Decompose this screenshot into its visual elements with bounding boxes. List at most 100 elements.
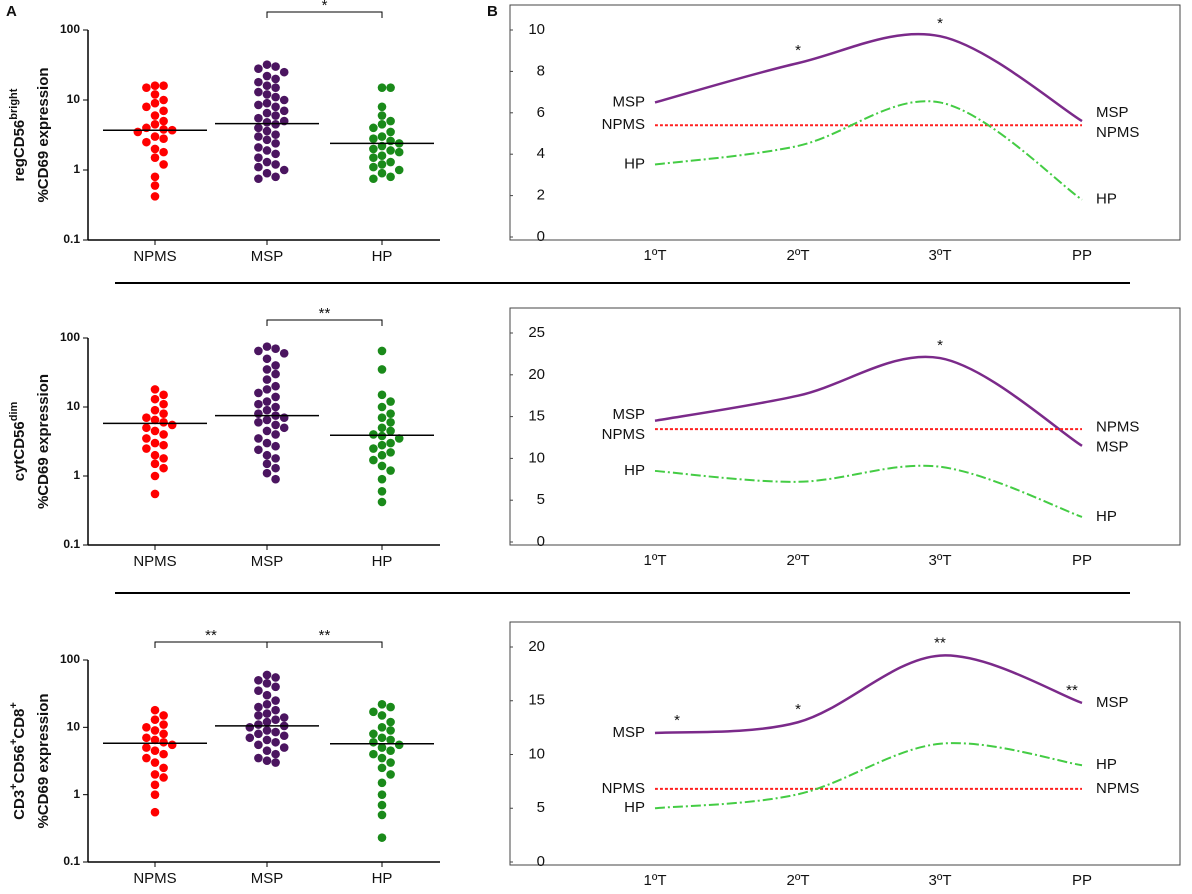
y-tick-label: 0.1 — [63, 854, 80, 868]
data-point — [150, 758, 160, 767]
data-point — [254, 409, 263, 418]
series-label: NPMS — [602, 116, 645, 133]
data-point — [254, 162, 263, 172]
data-point — [254, 100, 263, 110]
x-tick-label: HP — [372, 248, 393, 265]
data-point — [150, 426, 160, 436]
significance-label: ** — [319, 305, 331, 322]
data-point — [142, 423, 151, 433]
data-point — [377, 151, 387, 161]
data-point — [386, 438, 395, 448]
y-tick-label: 25 — [528, 324, 545, 341]
y-axis-label-part: CD56 — [11, 745, 28, 783]
data-point — [150, 394, 160, 404]
data-point — [279, 743, 289, 752]
data-point — [254, 686, 263, 695]
data-point — [262, 699, 272, 709]
data-point — [150, 111, 160, 120]
data-point — [386, 770, 395, 779]
data-point — [377, 346, 387, 356]
y-tick-label: 20 — [528, 366, 545, 383]
data-point — [159, 390, 168, 400]
data-point — [271, 62, 280, 71]
data-point — [377, 753, 387, 763]
x-tick-label: MSP — [251, 248, 284, 265]
significance-label: * — [322, 0, 328, 14]
data-point — [386, 717, 395, 727]
data-point — [254, 77, 263, 87]
data-point — [142, 137, 151, 147]
data-point — [159, 399, 168, 409]
data-point — [254, 675, 263, 685]
y-axis-label-part: CD8 — [11, 709, 28, 739]
data-point — [254, 153, 263, 162]
y-axis-label-part: + — [8, 702, 20, 708]
data-point — [377, 102, 387, 112]
data-point — [254, 753, 263, 763]
data-point — [377, 450, 387, 460]
data-point — [150, 746, 160, 755]
series-label: MSP — [612, 724, 645, 741]
data-point — [377, 365, 387, 374]
data-point — [377, 800, 387, 810]
data-point — [377, 790, 387, 799]
y-tick-label: 15 — [528, 408, 545, 425]
data-point — [150, 119, 160, 129]
data-point — [133, 127, 143, 137]
x-tick-label: 3ºT — [929, 552, 952, 569]
series-label: HP — [624, 462, 645, 479]
x-tick-label: 1ºT — [644, 872, 667, 889]
y-axis-label: %CD69 expression — [35, 693, 52, 828]
data-point — [262, 157, 272, 167]
data-point — [386, 409, 395, 418]
data-point — [279, 713, 289, 722]
significance-label: * — [937, 337, 943, 354]
data-point — [271, 682, 280, 692]
data-point — [386, 397, 395, 406]
data-point — [254, 740, 263, 750]
data-point — [377, 763, 387, 773]
data-point — [271, 139, 280, 148]
data-point — [271, 102, 280, 112]
data-point — [279, 423, 289, 433]
data-point — [386, 146, 395, 155]
data-point — [159, 763, 168, 773]
data-point — [150, 450, 160, 460]
data-point — [262, 108, 272, 118]
data-point — [262, 375, 272, 384]
data-point — [271, 441, 280, 451]
data-point — [142, 743, 151, 752]
data-point — [279, 106, 289, 116]
data-point — [386, 702, 395, 712]
data-point — [254, 434, 263, 443]
data-point — [150, 780, 160, 790]
y-axis-label: CD3+CD56+CD8+ — [8, 702, 28, 820]
data-point — [271, 83, 280, 92]
series-label: MSP — [1096, 438, 1129, 455]
data-point — [271, 361, 280, 370]
data-point — [279, 95, 289, 105]
data-point — [271, 474, 280, 484]
data-point — [159, 430, 168, 439]
data-point — [142, 444, 151, 453]
data-point — [167, 420, 177, 430]
data-point — [386, 157, 395, 167]
data-point — [271, 392, 280, 402]
y-tick-label: 8 — [537, 62, 545, 79]
data-point — [262, 90, 272, 99]
data-point — [142, 83, 151, 92]
data-point — [262, 397, 272, 406]
y-tick-label: 20 — [528, 638, 545, 655]
data-point — [262, 438, 272, 448]
data-point — [377, 423, 387, 433]
data-point — [159, 737, 168, 747]
data-point — [271, 369, 280, 379]
data-point — [262, 405, 272, 415]
y-axis-label-part: + — [8, 739, 20, 745]
y-tick-label: 100 — [60, 652, 80, 666]
x-tick-label: 1ºT — [644, 552, 667, 569]
data-point — [377, 487, 387, 496]
x-tick-label: 2ºT — [787, 247, 810, 264]
data-point — [386, 83, 395, 92]
